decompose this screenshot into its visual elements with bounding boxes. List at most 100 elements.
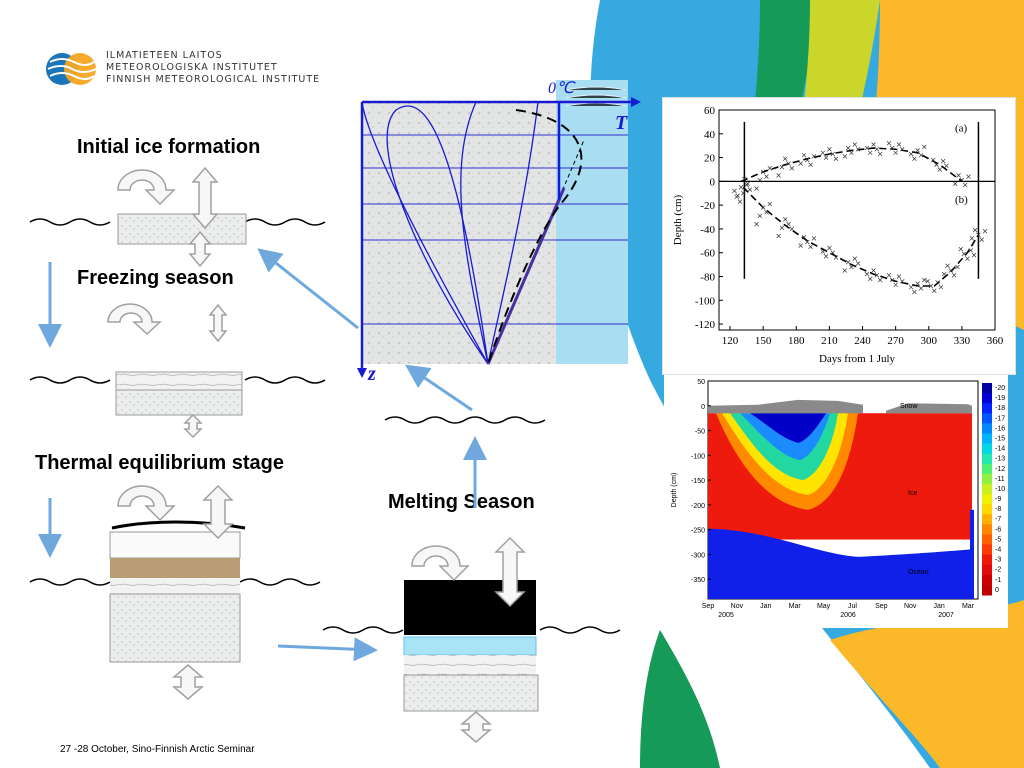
colorbar-swatch	[982, 463, 992, 475]
data-point	[886, 141, 892, 146]
data-point	[965, 256, 970, 261]
data-point	[912, 289, 917, 295]
data-point	[935, 280, 940, 285]
colorbar-label: -11	[995, 476, 1005, 483]
data-point	[886, 273, 892, 278]
data-point	[918, 152, 924, 158]
region-label-snow: Snow	[900, 403, 918, 410]
data-point	[948, 268, 954, 273]
y-tick-label: -120	[695, 319, 716, 331]
data-point	[877, 277, 883, 283]
data-point	[830, 151, 835, 157]
region-label-ice: Ice	[908, 490, 917, 497]
data-point	[900, 146, 905, 152]
colorbar-swatch	[982, 403, 992, 414]
colorbar-swatch	[982, 564, 992, 576]
water-waves	[29, 218, 621, 634]
y-tick-label: -100	[691, 453, 705, 460]
data-point	[932, 288, 937, 294]
colorbar-label: -7	[995, 516, 1001, 523]
colorbar-swatch	[982, 443, 992, 455]
x-tick-label: Nov	[904, 603, 917, 610]
data-point	[956, 173, 961, 178]
data-point	[925, 278, 930, 284]
y-tick-label: -60	[700, 248, 715, 260]
data-point	[801, 152, 807, 158]
data-point	[890, 145, 895, 151]
x-tick-label: 300	[921, 335, 938, 347]
colorbar-label: -18	[995, 405, 1005, 412]
y-tick-label: -20	[700, 200, 715, 212]
x-tick-label: 120	[722, 335, 739, 347]
data-point	[961, 251, 967, 257]
data-point	[896, 274, 902, 279]
x-tick-label: Sep	[702, 603, 715, 610]
data-point	[849, 264, 854, 270]
colorbar-swatch	[982, 554, 992, 566]
data-point	[972, 227, 978, 233]
data-point	[767, 201, 773, 207]
x-tick-label: 330	[954, 335, 971, 347]
data-point	[823, 254, 829, 259]
data-point	[937, 167, 943, 172]
label-initial-ice-formation: Initial ice formation	[77, 136, 261, 158]
data-point	[912, 156, 917, 162]
colorbar-label: -17	[995, 415, 1005, 422]
data-point	[782, 217, 788, 222]
logo-line-1: ILMATIETEEN LAITOS	[106, 50, 223, 61]
colorbar-label: 0	[995, 587, 999, 594]
y-tick-label: 20	[704, 153, 716, 165]
data-point	[852, 142, 858, 147]
zero-celsius-label: 0℃	[548, 80, 574, 97]
data-point	[915, 281, 920, 286]
temperature-profile-diagram	[357, 80, 641, 378]
data-point	[779, 225, 785, 230]
data-point	[757, 213, 763, 219]
logo-text: ILMATIETEEN LAITOS METEOROLOGISKA INSTIT…	[106, 50, 320, 86]
data-point	[798, 161, 803, 166]
data-point	[811, 236, 817, 241]
data-point	[789, 226, 795, 232]
y-tick-label: 60	[704, 105, 716, 117]
initial-ice-block	[117, 213, 247, 245]
data-point	[789, 166, 795, 171]
colorbar-swatch	[982, 584, 992, 596]
data-point	[893, 150, 898, 156]
data-point	[757, 177, 763, 183]
freezing-ice-bottom	[115, 389, 243, 416]
data-point	[754, 221, 759, 227]
y-tick-label: -150	[691, 478, 705, 485]
data-point	[896, 142, 902, 147]
x-tick-label: 210	[821, 335, 838, 347]
colorbar-label: -15	[995, 435, 1005, 442]
data-point	[827, 245, 832, 251]
x-tick-label: Jan	[933, 603, 944, 610]
data-point	[959, 177, 965, 183]
colorbar-swatch	[982, 483, 992, 495]
logo-line-3: FINNISH METEOROLOGICAL INSTITUTE	[106, 74, 321, 85]
label-freezing-season: Freezing season	[77, 267, 234, 289]
x-tick-label: Jan	[760, 603, 771, 610]
band-deep-blue	[750, 413, 826, 443]
colorbar-swatch	[982, 524, 992, 535]
colorbar-label: -14	[995, 446, 1005, 453]
colorbar-label: -5	[995, 536, 1001, 543]
data-point	[893, 282, 898, 288]
data-point	[971, 252, 977, 258]
data-point	[944, 163, 949, 169]
data-point	[874, 146, 880, 152]
colorbar-label: -13	[995, 456, 1005, 463]
y-tick-label: -80	[700, 271, 715, 283]
colorbar-label: -12	[995, 466, 1005, 473]
ice-stages-schematic	[29, 166, 621, 743]
colorbar-label: -3	[995, 557, 1001, 564]
x-tick-label: Mar	[962, 603, 975, 610]
x-tick-label: Nov	[731, 603, 744, 610]
data-point	[864, 145, 870, 151]
equilibrium-marble	[110, 578, 240, 594]
series-curve-b	[742, 186, 980, 287]
y-axis-label: Depth (cm)	[671, 473, 678, 508]
data-point	[945, 263, 950, 269]
data-point	[830, 250, 835, 255]
